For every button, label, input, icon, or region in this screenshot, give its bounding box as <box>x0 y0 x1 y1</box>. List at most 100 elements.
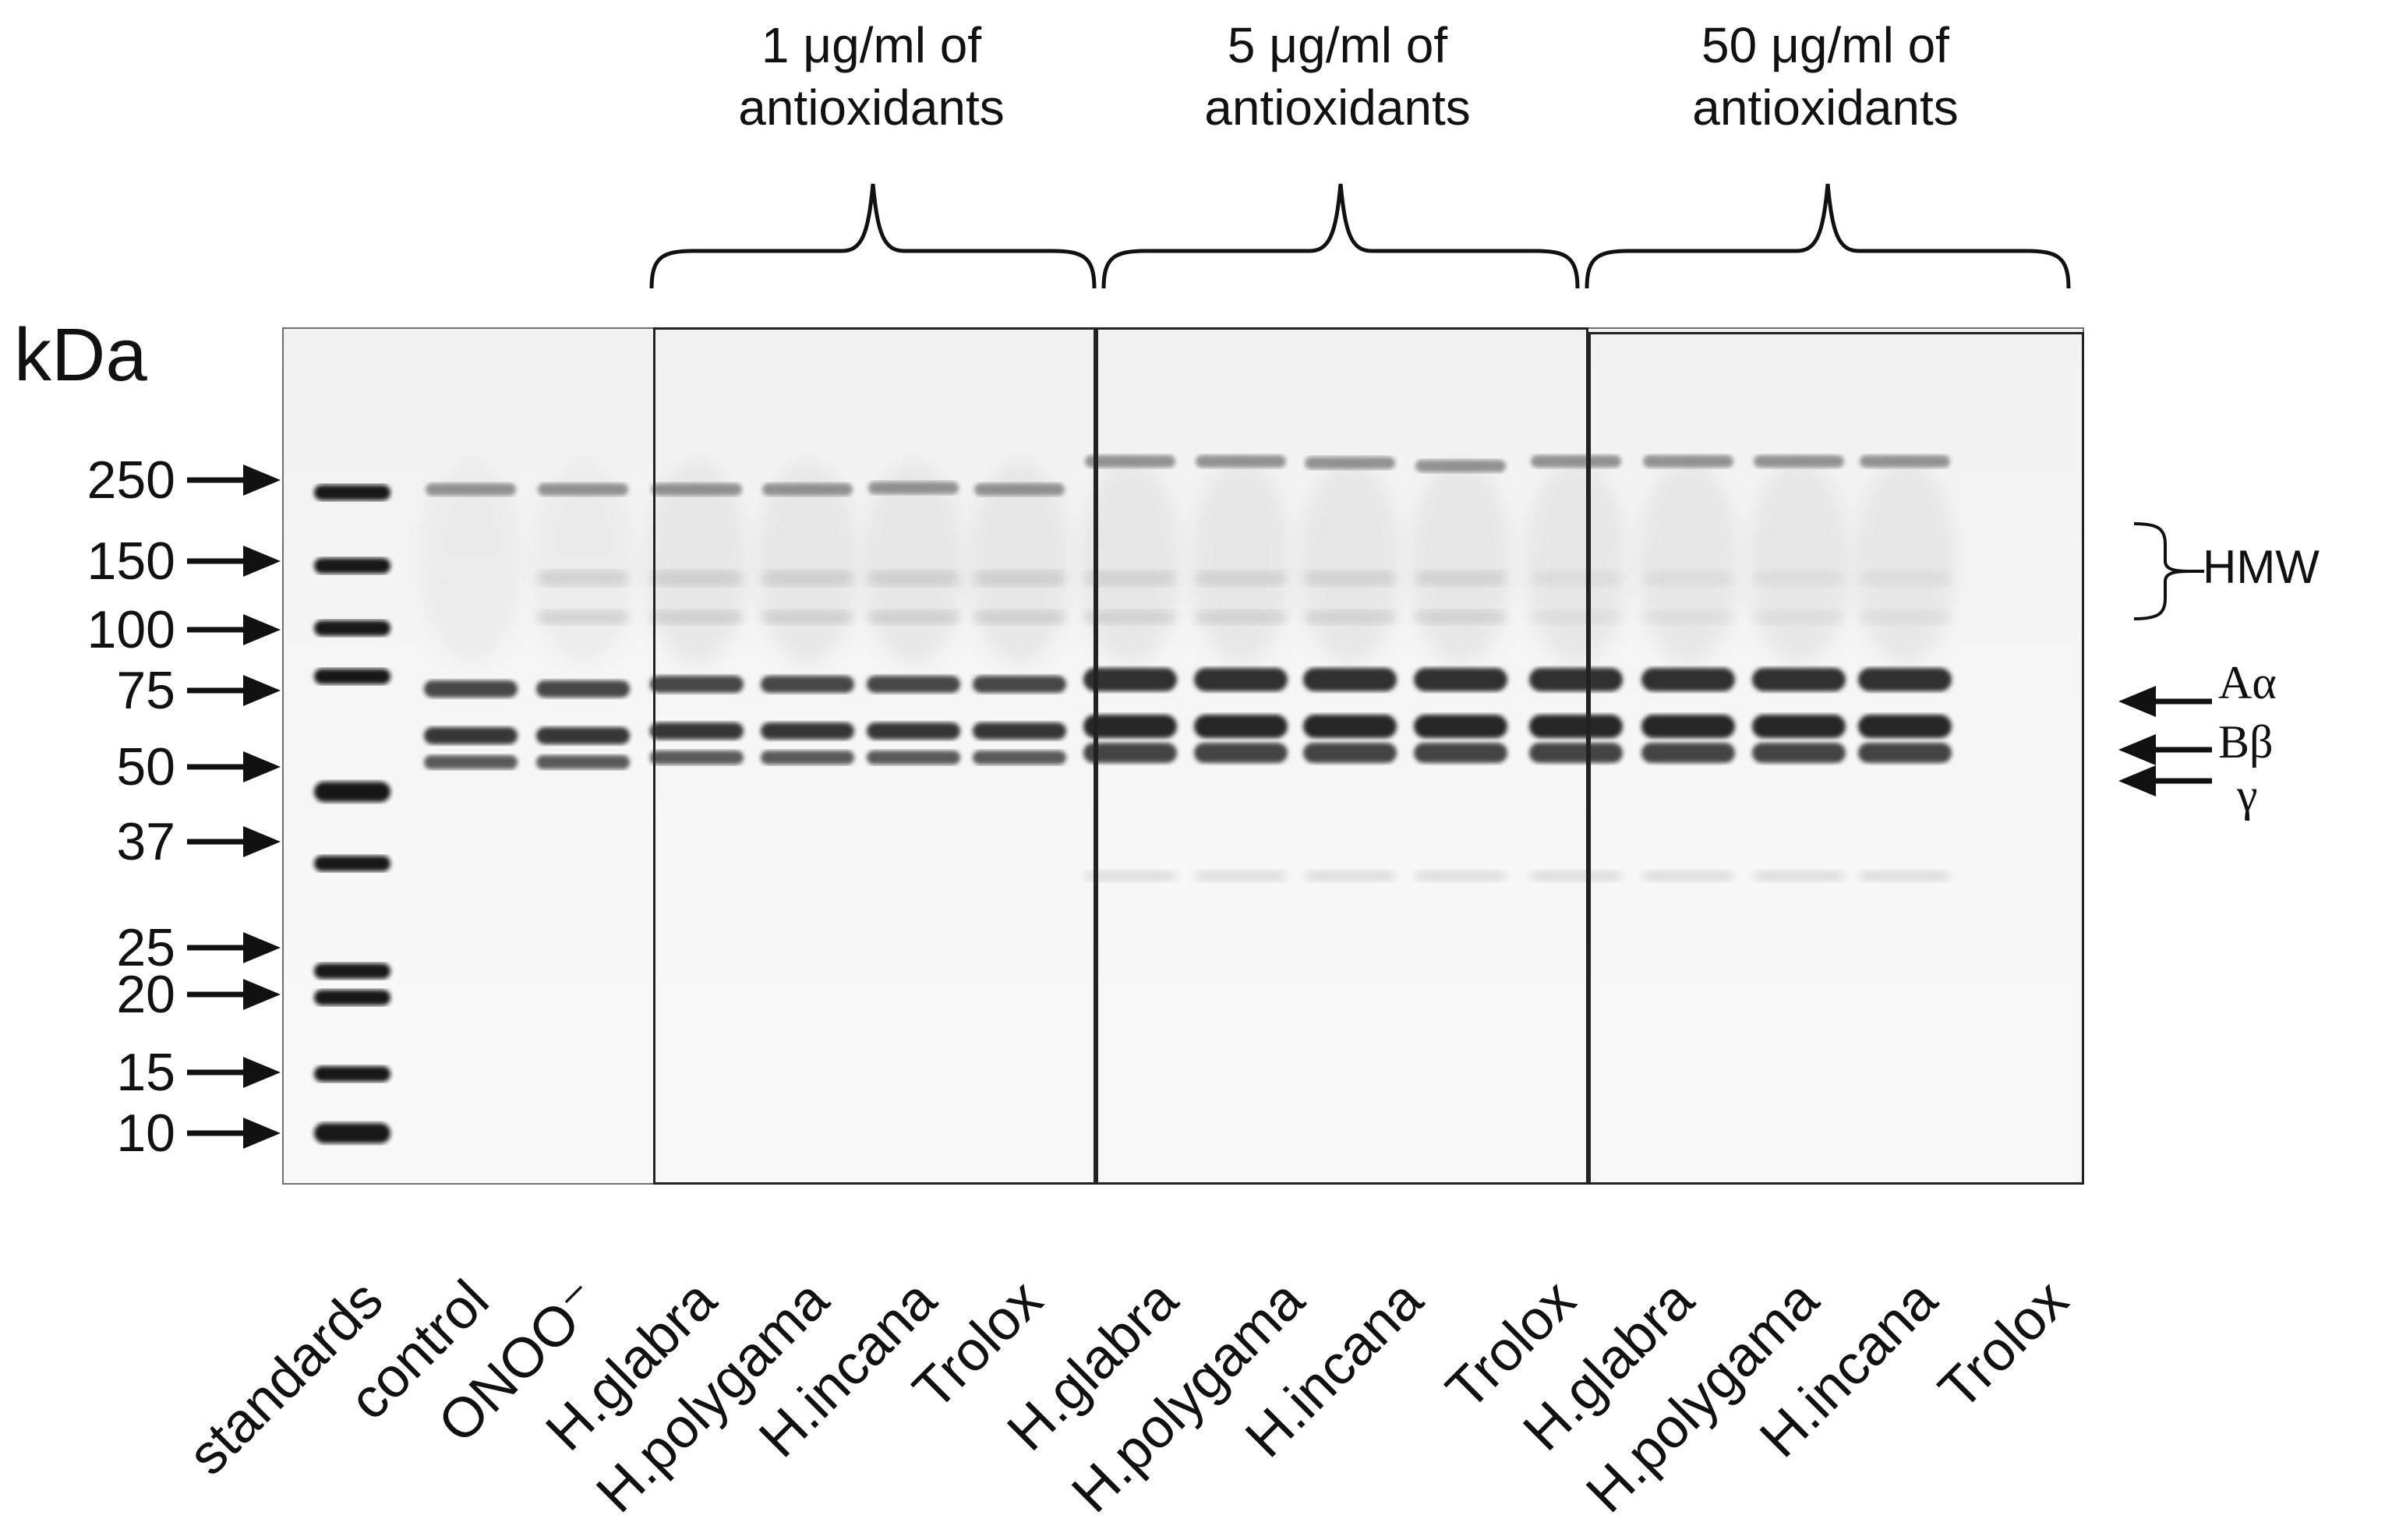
right-arrow-icon <box>187 1057 281 1088</box>
band-250 <box>1415 460 1506 472</box>
band-hmw <box>1304 610 1396 624</box>
right-arrow-icon <box>187 614 281 645</box>
band-hmw <box>1195 570 1287 586</box>
left-arrow-icon <box>2118 734 2212 765</box>
marker-value: 10 <box>116 1104 175 1163</box>
band-hmw <box>973 570 1065 586</box>
group-header-line2: antioxidants <box>1692 79 1959 136</box>
band-250 <box>1305 457 1395 469</box>
band-gamma <box>1529 743 1623 763</box>
band-faint <box>1415 871 1506 881</box>
band-250 <box>762 483 853 496</box>
band-250 <box>1531 455 1621 468</box>
band-hmw <box>1642 610 1734 624</box>
marker-row: 15 <box>0 1041 281 1104</box>
band-hmw <box>1753 570 1845 586</box>
group-header-line2: antioxidants <box>738 79 1005 136</box>
band-hmw <box>537 570 629 586</box>
band-a-alpha <box>1303 668 1397 691</box>
gel-bands <box>314 455 1956 1143</box>
band-250 <box>1196 455 1286 468</box>
band-b-beta <box>424 727 518 744</box>
band-b-beta <box>1641 715 1735 738</box>
ladder-band <box>314 1066 390 1082</box>
group-header-50ug: 50 μg/ml of antioxidants <box>1607 14 2044 139</box>
panel-frame-5ug <box>1096 327 1588 1185</box>
left-arrow-icon <box>2118 686 2212 717</box>
band-faint <box>1085 871 1175 881</box>
right-arrow-icon <box>187 546 281 577</box>
right-arrow-icon <box>187 979 281 1010</box>
marker-row: 75 <box>0 659 281 722</box>
marker-row: 10 <box>0 1102 281 1164</box>
band-hmw <box>761 610 853 624</box>
panel-frame-1ug <box>653 327 1096 1185</box>
ladder-band <box>314 963 390 979</box>
ladder-band <box>314 669 390 684</box>
band-gamma <box>867 751 960 765</box>
right-arrow-icon <box>187 675 281 706</box>
band-a-alpha <box>650 676 744 693</box>
band-250 <box>1085 455 1175 468</box>
band-gamma <box>424 755 518 769</box>
band-hmw <box>1415 570 1507 586</box>
band-b-beta <box>536 727 630 744</box>
band-faint <box>1196 871 1286 881</box>
band-b-beta <box>1858 715 1952 738</box>
band-hmw <box>761 570 853 586</box>
lane-label-trolox-50: Trolox <box>1927 1268 2080 1422</box>
band-faint <box>1531 871 1621 881</box>
ladder-band <box>314 485 390 500</box>
right-arrow-icon <box>187 464 281 496</box>
band-b-beta <box>650 722 744 740</box>
band-hmw <box>1530 610 1622 624</box>
band-gamma <box>973 751 1066 765</box>
band-b-beta <box>867 722 960 740</box>
group-brace-5ug <box>1101 183 1580 289</box>
ladder-band <box>314 990 390 1005</box>
band-gamma <box>650 751 744 765</box>
group-header-5ug: 5 μg/ml of antioxidants <box>1119 14 1556 139</box>
band-b-beta <box>1194 715 1288 738</box>
band-gamma <box>536 755 630 769</box>
band-hmw <box>537 610 629 624</box>
marker-value: 25 <box>116 918 175 977</box>
ladder-band <box>314 856 390 871</box>
group-header-line1: 1 μg/ml of <box>761 17 982 73</box>
band-250 <box>652 483 742 496</box>
band-b-beta <box>1303 715 1397 738</box>
band-faint <box>1754 871 1844 881</box>
marker-value: 250 <box>87 450 175 510</box>
ladder-band <box>314 1123 390 1143</box>
marker-value: 50 <box>116 737 175 796</box>
panel-frame-50ug <box>1588 332 2084 1185</box>
marker-row: 25 <box>0 917 281 979</box>
band-gamma <box>1303 743 1397 763</box>
band-gamma <box>1858 743 1952 763</box>
beta-chain-label: Bβ <box>2218 716 2274 768</box>
band-250 <box>1754 455 1844 468</box>
group-header-1ug: 1 μg/ml of antioxidants <box>653 14 1090 139</box>
band-faint <box>1305 871 1395 881</box>
marker-value: 150 <box>87 532 175 591</box>
band-a-alpha <box>1083 668 1177 691</box>
band-hmw <box>1195 610 1287 624</box>
right-arrow-icon <box>187 826 281 857</box>
band-a-alpha <box>536 680 630 698</box>
band-250 <box>1860 455 1950 468</box>
band-hmw <box>1642 570 1734 586</box>
marker-value: 15 <box>116 1043 175 1102</box>
band-250 <box>426 483 516 496</box>
band-a-alpha <box>1858 668 1952 691</box>
kda-unit-label: kDa <box>14 313 147 397</box>
band-250 <box>868 482 959 494</box>
marker-row: 150 <box>0 530 281 592</box>
ladder-band <box>314 782 390 802</box>
right-arrow-icon <box>187 1118 281 1149</box>
marker-value: 75 <box>116 661 175 720</box>
band-b-beta <box>761 722 854 740</box>
band-a-alpha <box>1641 668 1735 691</box>
right-arrow-icon <box>187 751 281 782</box>
group-header-line1: 5 μg/ml of <box>1227 17 1448 73</box>
left-arrow-icon <box>2118 765 2212 796</box>
